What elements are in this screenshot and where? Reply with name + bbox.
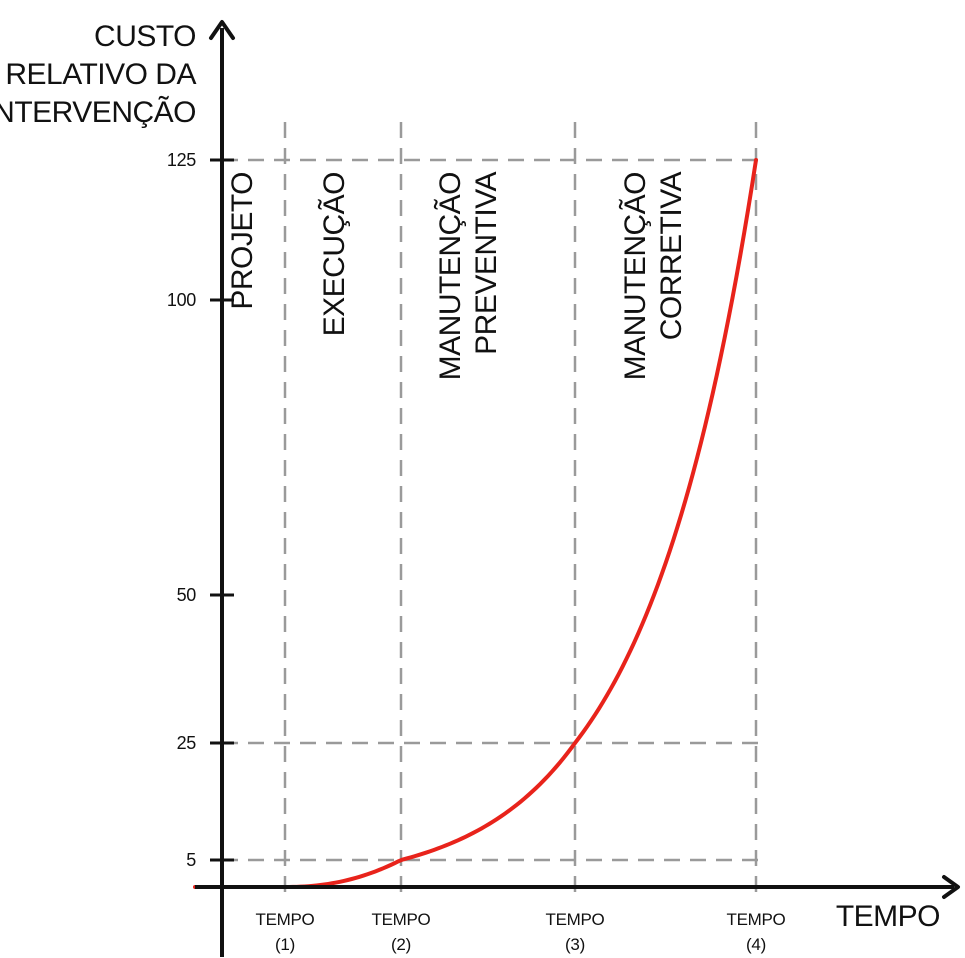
x-tick-label: (4) <box>746 935 766 954</box>
phase-label: PROJETO <box>226 172 259 310</box>
x-tick-label: TEMPO <box>546 910 605 929</box>
y-axis-title: INTERVENÇÃO <box>0 95 196 129</box>
y-tick-label: 100 <box>167 290 196 310</box>
x-axis-arrow-icon <box>942 875 960 899</box>
cost-curve <box>193 158 758 889</box>
x-tick-label: TEMPO <box>256 910 315 929</box>
phase-label: MANUTENÇÃO <box>618 172 652 380</box>
phase-label: MANUTENÇÃO <box>433 172 467 380</box>
x-tick-label: (2) <box>391 935 411 954</box>
y-axis-arrow-icon <box>209 20 235 40</box>
label-layer: 5 25 50 100 125 CUSTO RELATIVO DA INTERVENÇÃO TE… <box>0 20 941 954</box>
phase-label: CORRETIVA <box>655 172 688 341</box>
curve-layer <box>193 158 758 889</box>
x-tick-label: TEMPO <box>727 910 786 929</box>
y-tick-label: 5 <box>186 850 196 870</box>
x-tick-label: (3) <box>565 935 585 954</box>
y-tick-label: 50 <box>177 585 197 605</box>
y-tick-label: 25 <box>177 733 197 753</box>
x-axis-title: TEMPO <box>836 900 940 933</box>
phase-label: EXECUÇÃO <box>317 172 351 336</box>
axis-layer <box>195 20 960 957</box>
x-tick-label: TEMPO <box>372 910 431 929</box>
phase-label: PREVENTIVA <box>470 172 503 355</box>
grid-layer <box>222 122 764 901</box>
y-axis-title: RELATIVO DA <box>5 58 196 91</box>
x-tick-label: (1) <box>275 935 295 954</box>
y-axis-title: CUSTO <box>94 20 196 53</box>
y-tick-label: 125 <box>167 150 196 170</box>
